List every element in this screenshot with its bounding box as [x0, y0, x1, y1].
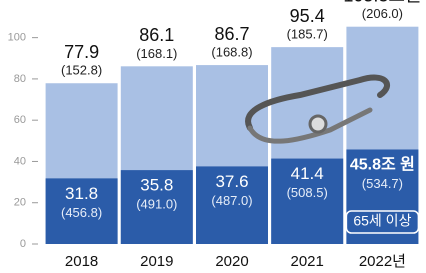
total-note: (152.8) — [61, 63, 102, 78]
value-label: 37.6 — [215, 172, 248, 191]
value-note: (487.0) — [211, 193, 252, 208]
total-label: 86.1 — [139, 25, 174, 45]
value-note: (534.7) — [362, 176, 403, 191]
value-label: 41.4 — [291, 164, 324, 183]
value-label: 31.8 — [65, 184, 98, 203]
x-tick-label: 2019 — [140, 253, 173, 270]
chart: 0 20 40 60 80 100 77.9(152.8) 31.8 (456.8) 2018 86… — [0, 0, 426, 273]
total-label: 77.9 — [64, 42, 99, 62]
x-tick-label: 2021 — [291, 253, 324, 270]
total-note: (185.7) — [287, 27, 328, 42]
x-tick-label: 2018 — [65, 253, 98, 270]
y-tick-label: 60 — [14, 114, 26, 126]
total-note: (206.0) — [362, 6, 403, 21]
value-note: (456.8) — [61, 205, 102, 220]
value-label: 35.8 — [140, 176, 173, 195]
x-tick-label: 2022년 — [359, 253, 406, 270]
y-tick-label: 80 — [14, 73, 26, 85]
y-tick-label: 20 — [14, 197, 26, 209]
value-note: (508.5) — [287, 185, 328, 200]
total-label: 105.3조원 — [343, 0, 421, 5]
series-tag: 65세 이상 — [353, 213, 411, 229]
total-note: (168.1) — [136, 46, 177, 61]
y-tick-label: 0 — [20, 238, 26, 250]
value-note: (491.0) — [136, 197, 177, 212]
value-label: 45.8조 원 — [350, 156, 415, 174]
total-note: (168.8) — [211, 45, 252, 60]
y-tick-label: 40 — [14, 155, 26, 167]
total-label: 95.4 — [290, 6, 325, 26]
y-tick-label: 100 — [8, 32, 26, 44]
x-tick-label: 2020 — [215, 253, 248, 270]
total-label: 86.7 — [214, 24, 249, 44]
